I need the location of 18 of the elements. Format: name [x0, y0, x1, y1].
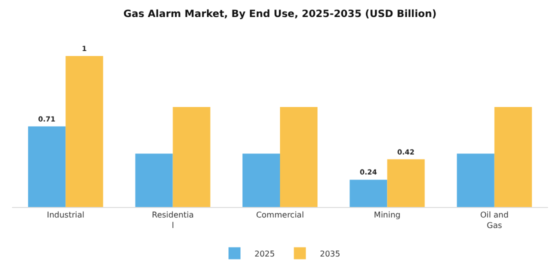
bar [28, 126, 66, 207]
bar [280, 107, 318, 207]
chart-title: Gas Alarm Market, By End Use, 2025-2035 (USD Billion) [123, 8, 437, 20]
x-tick-label: Mining [374, 210, 400, 220]
bar [66, 56, 104, 207]
bar [494, 107, 532, 207]
x-tick-label: Commercial [256, 210, 304, 220]
legend-label: 2025 [254, 249, 275, 258]
bar [172, 107, 210, 207]
bar [135, 154, 173, 207]
bar [387, 159, 425, 207]
bar [456, 154, 494, 207]
bar [242, 154, 280, 207]
x-tick-label: Oil and Gas [480, 210, 509, 230]
bar [350, 180, 388, 207]
legend-label: 2035 [320, 249, 340, 258]
x-tick-label: Residentia l [152, 210, 194, 230]
x-tick-label: Industrial [46, 210, 84, 220]
